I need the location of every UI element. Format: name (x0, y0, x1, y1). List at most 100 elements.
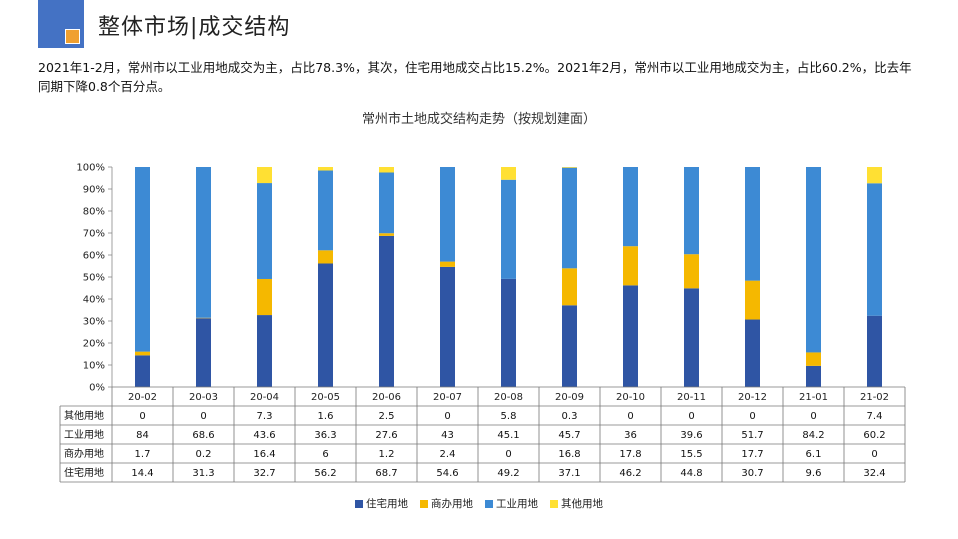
table-cell: 7.3 (257, 411, 273, 422)
bar-segment (806, 167, 821, 353)
bar-segment (684, 254, 699, 289)
legend-item: 住宅用地 (355, 496, 408, 511)
table-cell: 31.3 (192, 468, 214, 479)
legend-item: 工业用地 (485, 496, 538, 511)
table-cell: 0 (200, 411, 206, 422)
bar-segment (867, 167, 882, 184)
legend-swatch (550, 500, 558, 508)
legend-item: 其他用地 (550, 496, 603, 511)
table-cell: 1.2 (379, 449, 395, 460)
table-cell: 68.6 (192, 430, 214, 441)
bar-segment (806, 365, 821, 387)
table-cell: 32.7 (253, 468, 275, 479)
bar-segment (562, 268, 577, 306)
bar-segment (135, 167, 150, 352)
legend-label: 住宅用地 (366, 498, 408, 510)
legend-swatch (420, 500, 428, 508)
table-cell: 5.8 (501, 411, 517, 422)
bar-segment (562, 167, 577, 269)
table-cell: 45.1 (497, 430, 519, 441)
category-label: 21-01 (799, 392, 828, 403)
chart-title: 常州市土地成交结构走势（按规划建面） (361, 112, 596, 127)
category-label: 20-10 (616, 392, 645, 403)
table-cell: 30.7 (741, 468, 763, 479)
category-label: 20-06 (372, 392, 401, 403)
bar-segment (867, 183, 882, 316)
table-cell: 15.5 (680, 449, 702, 460)
table-cell: 49.2 (497, 468, 519, 479)
bar-segment (257, 183, 272, 279)
bar-segment (379, 167, 394, 173)
table-cell: 1.7 (135, 449, 151, 460)
table-cell: 32.4 (863, 468, 885, 479)
row-label: 住宅用地 (64, 466, 104, 479)
table-cell: 16.4 (253, 449, 275, 460)
table-cell: 1.6 (318, 411, 334, 422)
table-cell: 16.8 (558, 449, 580, 460)
bar-segment (745, 167, 760, 281)
bar-segment (196, 167, 211, 318)
bar-segment (379, 233, 394, 236)
bar-segment (440, 261, 455, 267)
table-cell: 37.1 (558, 468, 580, 479)
bar-segment (806, 352, 821, 366)
table-cell: 0 (627, 411, 633, 422)
legend-swatch (355, 500, 363, 508)
table-cell: 44.8 (680, 468, 702, 479)
y-tick-label: 0% (89, 383, 105, 394)
bar-segment (501, 179, 516, 279)
bar-segment (623, 285, 638, 387)
table-cell: 43.6 (253, 430, 275, 441)
bar-segment (623, 246, 638, 286)
legend: 住宅用地 商办用地 工业用地 其他用地 (0, 496, 958, 511)
table-cell: 56.2 (314, 468, 336, 479)
bar-segment (684, 288, 699, 387)
category-label: 20-08 (494, 392, 523, 403)
table-cell: 84 (136, 430, 149, 441)
table-cell: 51.7 (741, 430, 763, 441)
table-cell: 36.3 (314, 430, 336, 441)
legend-swatch (485, 500, 493, 508)
row-label: 工业用地 (64, 428, 104, 441)
bar-segment (379, 172, 394, 234)
table-cell: 17.8 (619, 449, 641, 460)
page-title: 整体市场|成交结构 (98, 15, 291, 40)
bar-segment (318, 263, 333, 387)
table-cell: 68.7 (375, 468, 397, 479)
legend-label: 工业用地 (496, 498, 538, 510)
legend-label: 商办用地 (431, 498, 473, 510)
y-tick-label: 70% (83, 229, 105, 240)
y-tick-label: 30% (83, 317, 105, 328)
bar-segment (623, 167, 638, 247)
row-label: 商办用地 (64, 447, 104, 460)
category-label: 20-09 (555, 392, 584, 403)
table-cell: 0 (139, 411, 145, 422)
category-label: 20-04 (250, 392, 279, 403)
bar-segment (257, 167, 272, 184)
bar-segment (501, 278, 516, 387)
legend-label: 其他用地 (561, 498, 603, 510)
summary-text: 2021年1-2月，常州市以工业用地成交为主，占比78.3%，其次，住宅用地成交… (38, 60, 912, 94)
bar-segment (562, 167, 577, 168)
table-cell: 6 (322, 449, 328, 460)
bar-segment (318, 170, 333, 251)
table-cell: 36 (624, 430, 637, 441)
y-tick-label: 90% (83, 185, 105, 196)
table-cell: 6.1 (806, 449, 822, 460)
table-cell: 39.6 (680, 430, 702, 441)
y-tick-label: 20% (83, 339, 105, 350)
table-cell: 45.7 (558, 430, 580, 441)
table-cell: 0.2 (196, 449, 212, 460)
table-cell: 2.5 (379, 411, 395, 422)
table-cell: 0 (749, 411, 755, 422)
y-tick-label: 100% (76, 163, 105, 174)
table-cell: 43 (441, 430, 454, 441)
category-label: 20-03 (189, 392, 218, 403)
bar-segment (684, 167, 699, 255)
bar-segment (440, 266, 455, 387)
bar-segment (745, 319, 760, 387)
category-label: 20-07 (433, 392, 462, 403)
bar-segment (196, 318, 211, 387)
table-cell: 60.2 (863, 430, 885, 441)
